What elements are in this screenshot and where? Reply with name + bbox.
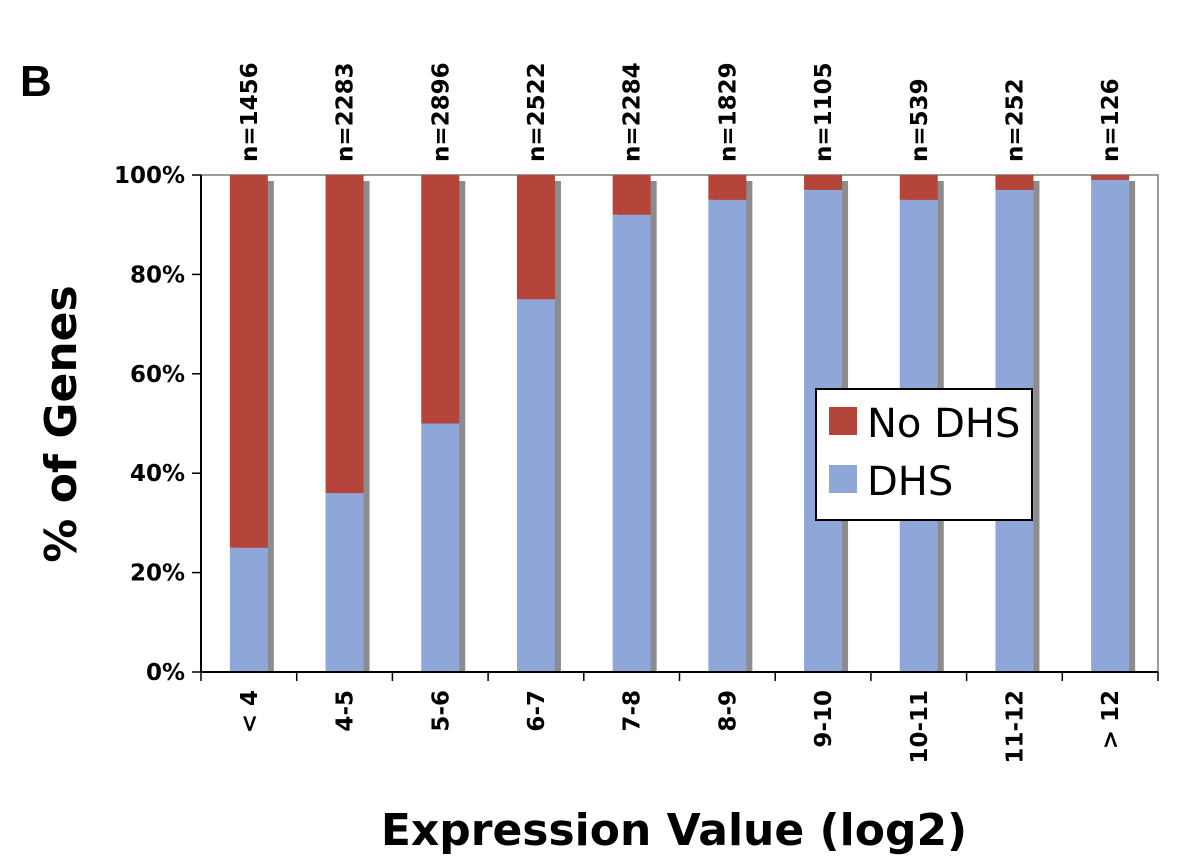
x-tick-label: 10-11 — [907, 690, 933, 764]
bar-no-dhs — [995, 175, 1034, 190]
bar-dhs — [612, 214, 651, 672]
x-tick-label: 4-5 — [333, 690, 359, 732]
count-label: n=252 — [1002, 78, 1028, 162]
panel-label: B — [20, 57, 52, 106]
y-tick-label: 20% — [130, 561, 185, 587]
bar-no-dhs — [229, 175, 268, 548]
bar-dhs — [516, 299, 555, 672]
y-tick-label: 0% — [146, 660, 185, 686]
y-tick-label: 60% — [130, 362, 185, 388]
bar-dhs — [421, 423, 460, 672]
x-tick-label: 7-8 — [620, 690, 646, 732]
y-axis: 0% 20% 40% 60% 80% 100% — [114, 163, 202, 686]
legend: No DHS DHS — [815, 388, 1033, 521]
bar-dhs — [1091, 179, 1130, 672]
count-label: n=2896 — [428, 62, 454, 162]
legend-swatch-no-dhs — [829, 407, 857, 435]
count-label: n=2283 — [333, 62, 359, 162]
count-label: n=539 — [907, 78, 933, 162]
bar-no-dhs — [421, 175, 460, 424]
count-label: n=1105 — [811, 62, 837, 162]
x-tick-label: 5-6 — [428, 690, 454, 732]
x-tick-label: < 4 — [237, 690, 263, 733]
legend-label-dhs: DHS — [867, 459, 953, 505]
bar-dhs — [325, 493, 364, 672]
bar-no-dhs — [612, 175, 651, 215]
x-tick-label: 11-12 — [1002, 690, 1028, 764]
x-tick-label: 8-9 — [715, 690, 741, 732]
count-label: n=2522 — [524, 62, 550, 162]
count-label: n=2284 — [620, 62, 646, 162]
bar-no-dhs — [516, 175, 555, 300]
count-label: n=1456 — [237, 62, 263, 162]
count-labels: n=1456 n=2283 n=2896 n=2522 n=2284 n=1829 n=11… — [237, 62, 1124, 162]
x-tick-label: > 12 — [1098, 690, 1124, 749]
y-tick-label: 80% — [130, 262, 185, 288]
legend-label-no-dhs: No DHS — [867, 401, 1020, 447]
y-axis-title: % of Genes — [36, 285, 87, 562]
x-tick-label: 6-7 — [524, 690, 550, 732]
bar-dhs — [708, 199, 747, 672]
bar-no-dhs — [708, 175, 747, 200]
bar-no-dhs — [1091, 175, 1130, 180]
x-axis: < 4 4-5 5-6 6-7 7-8 8-9 9-10 10-11 11-12 > 12 — [200, 671, 1159, 764]
bar-dhs — [229, 547, 268, 672]
y-tick-label: 100% — [114, 163, 185, 189]
legend-swatch-dhs — [829, 465, 857, 493]
bar-no-dhs — [804, 175, 843, 190]
bar-no-dhs — [325, 175, 364, 494]
count-label: n=126 — [1098, 78, 1124, 162]
x-tick-label: 9-10 — [811, 690, 837, 748]
bar-no-dhs — [899, 175, 938, 200]
count-label: n=1829 — [715, 62, 741, 162]
bars-group — [229, 175, 1136, 672]
x-axis-title: Expression Value (log2) — [381, 805, 967, 856]
y-tick-label: 40% — [130, 461, 185, 487]
